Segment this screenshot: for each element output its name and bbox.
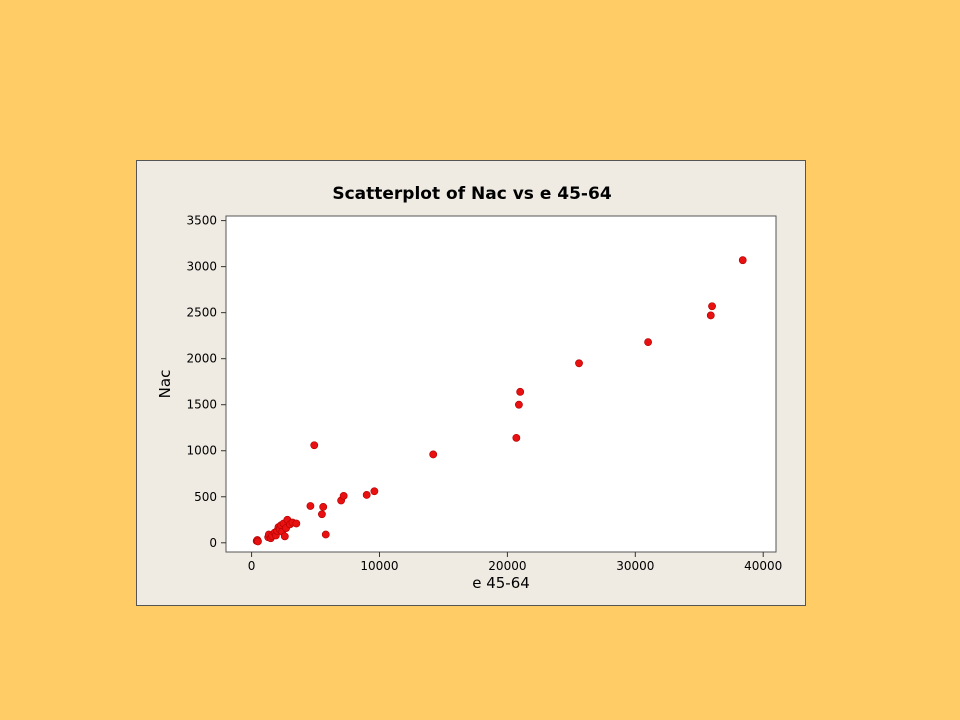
data-point xyxy=(339,491,348,500)
x-tick-label: 0 xyxy=(248,559,256,573)
x-tick-label: 30000 xyxy=(616,559,654,573)
y-axis-ticks: 0 500 1000 1500 2000 2500 3000 3500 xyxy=(186,214,226,550)
y-tick-label: 500 xyxy=(194,490,217,504)
data-points xyxy=(252,256,747,546)
x-axis-label: e 45-64 xyxy=(472,574,530,592)
data-point xyxy=(706,311,715,320)
y-axis-label: Nac xyxy=(156,370,174,399)
y-tick-label: 2500 xyxy=(186,306,217,320)
chart-title: Scatterplot of Nac vs e 45-64 xyxy=(332,184,611,204)
data-point xyxy=(280,532,289,541)
x-tick-label: 10000 xyxy=(360,559,398,573)
data-point xyxy=(310,441,319,450)
scatterplot-svg: Scatterplot of Nac vs e 45-64 0 10000 2000… xyxy=(156,184,782,592)
y-tick-label: 2000 xyxy=(186,352,217,366)
x-tick-label: 20000 xyxy=(488,559,526,573)
data-point xyxy=(429,450,438,459)
y-tick-label: 3500 xyxy=(186,214,217,228)
data-point xyxy=(370,487,379,496)
data-point xyxy=(362,491,371,499)
data-point xyxy=(644,338,652,347)
data-point xyxy=(319,502,328,511)
data-point xyxy=(516,387,525,396)
data-point xyxy=(254,537,262,546)
data-point xyxy=(292,519,301,528)
data-point xyxy=(515,400,523,409)
y-tick-label: 3000 xyxy=(186,260,217,274)
data-point xyxy=(708,302,716,311)
data-point xyxy=(738,256,747,265)
y-tick-label: 1500 xyxy=(186,398,217,412)
data-point xyxy=(318,510,326,519)
data-point xyxy=(306,502,315,510)
y-tick-label: 0 xyxy=(209,536,217,550)
x-tick-label: 40000 xyxy=(744,559,782,573)
data-point xyxy=(321,530,330,539)
data-point xyxy=(575,359,583,368)
chart-frame: Scatterplot of Nac vs e 45-64 0 10000 2000… xyxy=(136,160,806,606)
x-axis-ticks: 0 10000 20000 30000 40000 xyxy=(248,552,782,573)
y-tick-label: 1000 xyxy=(186,444,217,458)
plot-area xyxy=(225,215,777,553)
data-point xyxy=(512,433,521,442)
